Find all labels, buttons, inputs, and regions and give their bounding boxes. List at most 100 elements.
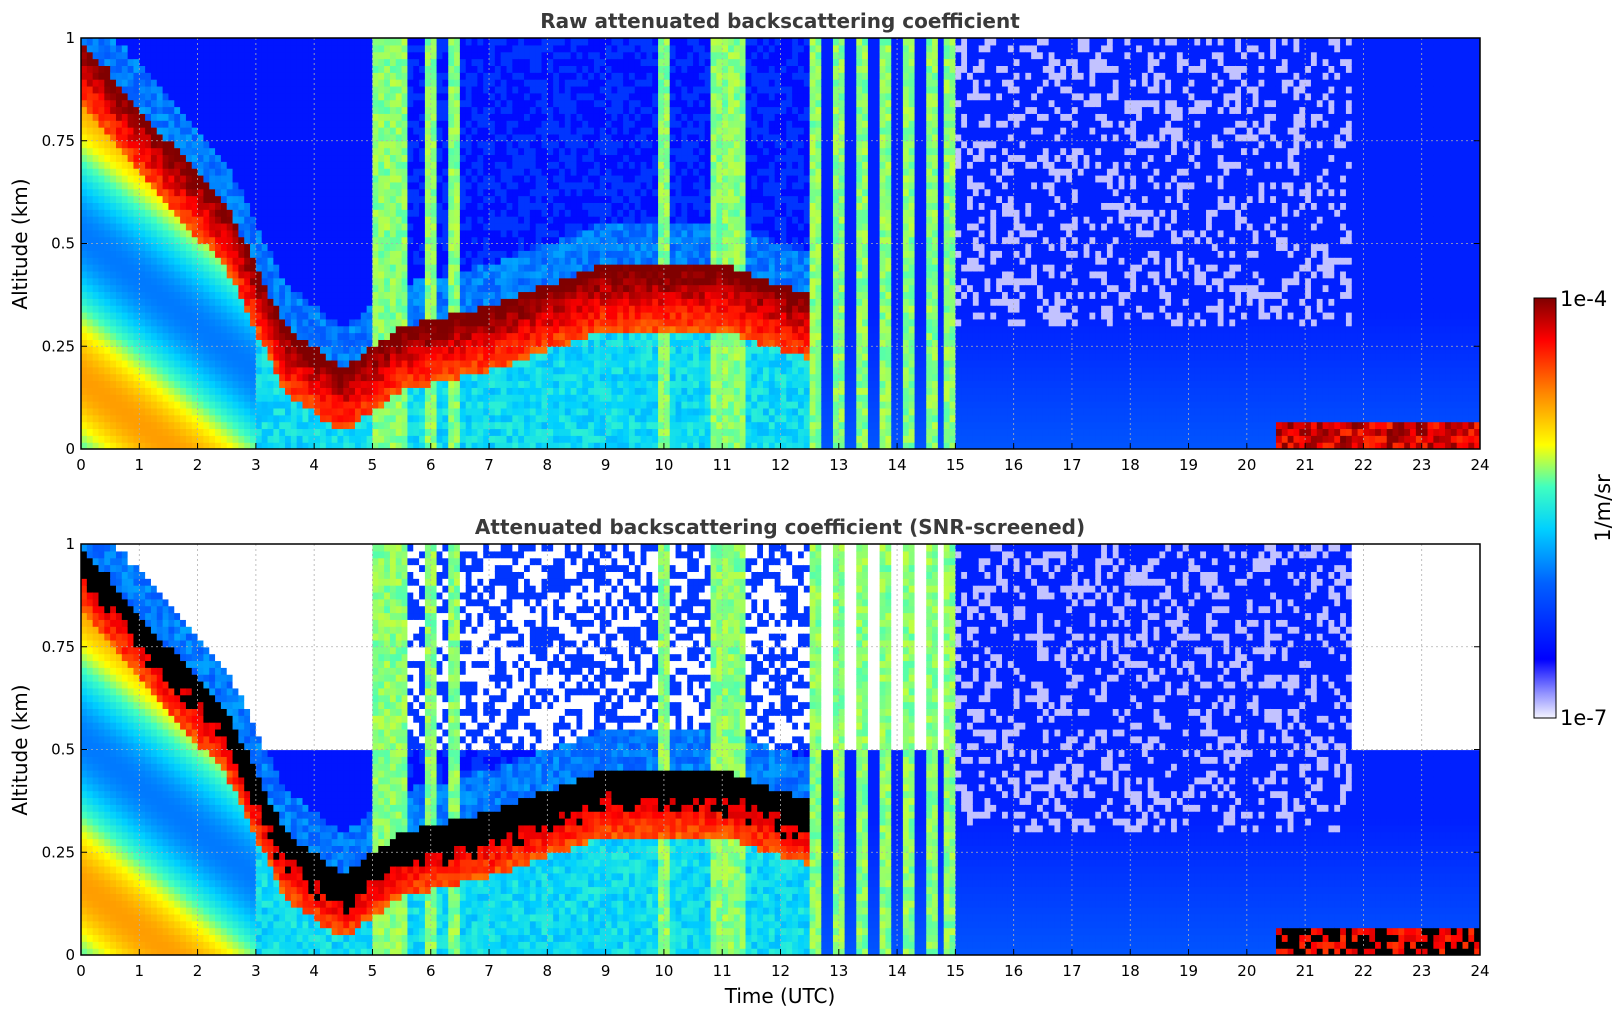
heat-cell xyxy=(325,442,333,449)
heat-cell xyxy=(489,257,496,265)
heat-cell xyxy=(389,38,397,46)
heat-cell xyxy=(296,147,304,156)
heat-cell xyxy=(512,85,519,94)
heat-cell xyxy=(459,414,467,423)
heat-cell xyxy=(500,161,508,169)
heat-cell xyxy=(285,407,292,416)
heat-cell xyxy=(389,72,397,80)
heat-cell xyxy=(314,65,321,73)
heat-cell xyxy=(459,387,467,395)
heat-cell xyxy=(529,277,537,286)
heat-cell xyxy=(185,353,193,361)
heat-cell xyxy=(150,277,158,286)
heat-cell xyxy=(430,442,438,449)
heat-cell xyxy=(360,120,368,128)
heat-cell xyxy=(489,250,496,258)
heat-cell xyxy=(308,428,315,436)
heat-cell xyxy=(86,181,94,190)
heat-cell xyxy=(553,154,560,162)
heat-cell xyxy=(110,147,117,156)
heat-cell xyxy=(314,366,321,375)
heat-cell xyxy=(226,229,234,238)
heat-cell xyxy=(104,243,111,251)
heat-cell xyxy=(419,120,426,128)
heat-cell xyxy=(477,188,484,197)
heat-cell xyxy=(360,188,368,197)
heat-cell xyxy=(360,414,368,423)
heat-cell xyxy=(331,99,339,108)
heat-cell xyxy=(354,202,362,210)
heat-cell xyxy=(185,140,193,149)
heat-cell xyxy=(319,188,327,197)
heat-cell xyxy=(506,51,513,60)
heat-cell xyxy=(226,298,234,306)
heat-cell xyxy=(366,195,374,203)
heat-cell xyxy=(110,414,117,423)
heat-cell xyxy=(156,250,164,258)
heat-cell xyxy=(506,216,513,224)
heat-cell xyxy=(285,202,292,210)
heat-cell xyxy=(220,243,228,251)
heat-cell xyxy=(174,264,181,272)
heat-cell xyxy=(267,298,274,306)
heat-cell xyxy=(273,92,280,101)
heat-cell xyxy=(331,414,339,423)
heat-cell xyxy=(209,325,216,334)
heat-cell xyxy=(261,188,269,197)
heat-cell xyxy=(319,202,327,210)
heat-cell xyxy=(360,407,368,416)
heat-cell xyxy=(354,38,362,46)
heat-cell xyxy=(547,250,554,258)
heat-cell xyxy=(104,106,111,114)
heat-cell xyxy=(232,222,239,231)
heat-cell xyxy=(512,229,519,238)
heat-cell xyxy=(232,312,239,320)
heat-cell xyxy=(477,250,484,258)
heat-cell xyxy=(506,442,513,449)
heat-cell xyxy=(395,106,403,114)
heat-cell xyxy=(273,216,280,224)
heat-cell xyxy=(413,264,420,272)
heat-cell xyxy=(308,168,315,176)
heat-cell xyxy=(471,257,478,265)
heat-cell xyxy=(226,442,234,449)
heat-cell xyxy=(226,394,234,402)
heat-cell xyxy=(150,188,158,197)
heat-cell xyxy=(121,325,129,334)
heat-cell xyxy=(308,113,315,121)
heat-cell xyxy=(436,65,444,73)
heat-cell xyxy=(296,65,304,73)
heat-cell xyxy=(250,325,257,334)
heat-cell xyxy=(512,264,519,272)
heat-cell xyxy=(110,236,117,245)
heat-cell xyxy=(424,38,432,46)
heat-cell xyxy=(512,99,519,108)
heat-cell xyxy=(139,65,146,73)
heat-cell xyxy=(296,339,304,347)
heat-cell xyxy=(354,140,362,149)
heat-cell xyxy=(145,442,152,449)
heat-cell xyxy=(296,394,304,402)
heat-cell xyxy=(535,359,543,368)
heat-cell xyxy=(454,51,461,60)
heat-cell xyxy=(535,373,543,382)
heat-cell xyxy=(174,257,181,265)
heat-cell xyxy=(220,120,228,128)
heat-cell xyxy=(220,298,228,306)
heat-cell xyxy=(145,305,152,313)
heat-cell xyxy=(518,51,525,60)
heat-cell xyxy=(372,284,379,293)
heat-cell xyxy=(558,325,566,334)
heat-cell xyxy=(343,366,350,375)
heat-cell xyxy=(296,127,304,135)
heat-cell xyxy=(419,325,426,334)
heat-cell xyxy=(442,168,449,176)
heat-cell xyxy=(553,366,560,375)
heat-cell xyxy=(98,401,105,409)
heat-cell xyxy=(465,113,473,121)
heat-cell xyxy=(366,270,374,279)
heat-cell xyxy=(553,72,560,80)
heat-cell xyxy=(162,291,170,299)
heat-cell xyxy=(203,414,210,423)
heat-cell xyxy=(261,373,269,382)
